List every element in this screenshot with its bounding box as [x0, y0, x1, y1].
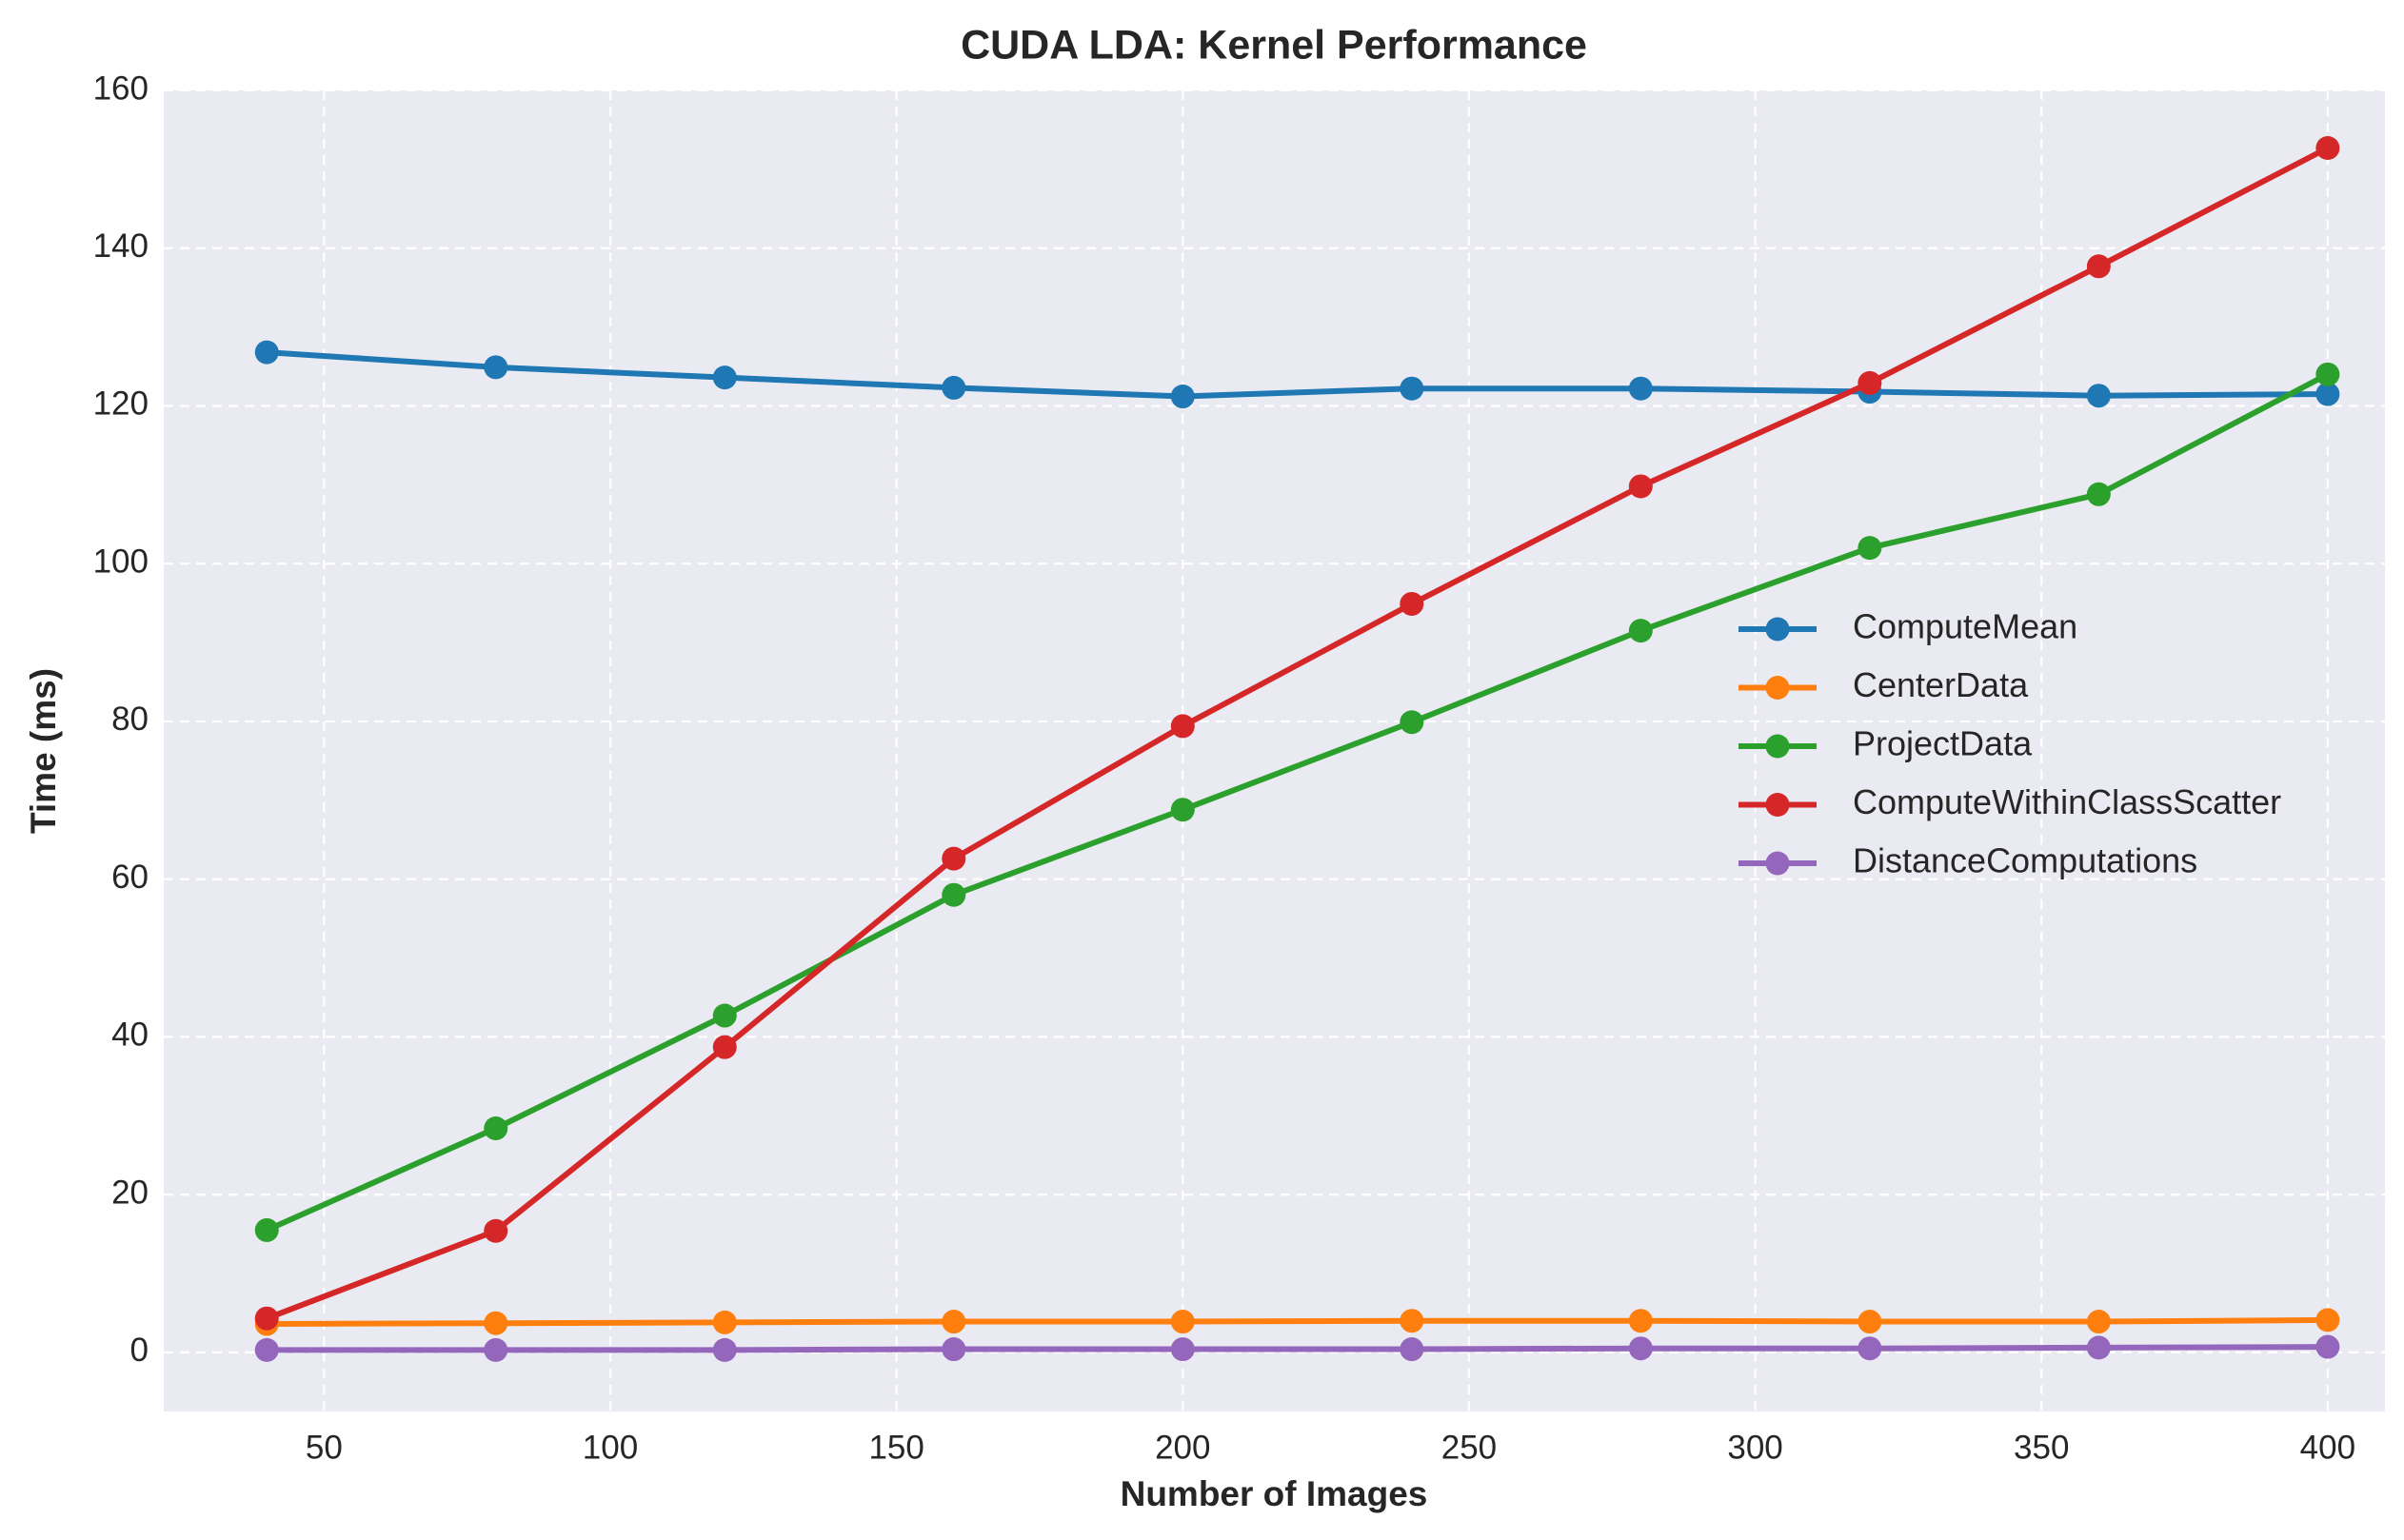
legend-entry: DistanceComputations	[1738, 841, 2197, 880]
legend-marker	[1765, 617, 1790, 642]
y-tick-label: 20	[111, 1174, 149, 1211]
data-point	[1628, 1309, 1653, 1333]
data-point	[712, 1337, 737, 1362]
x-tick-label: 350	[2014, 1429, 2069, 1466]
y-tick-label: 120	[93, 385, 149, 423]
x-tick-label: 250	[1441, 1429, 1497, 1466]
data-point	[712, 1003, 737, 1028]
x-axis-label: Number of Images	[1121, 1474, 1428, 1513]
y-tick-label: 40	[111, 1017, 149, 1054]
data-point	[712, 365, 737, 390]
legend: ComputeMean CenterData ProjectData ComputeW…	[1738, 607, 2281, 880]
data-point	[942, 882, 966, 907]
legend-label: CenterData	[1853, 665, 2029, 704]
data-point	[254, 340, 279, 365]
x-tick-label: 300	[1727, 1429, 1782, 1466]
legend-label: ComputeMean	[1853, 607, 2077, 646]
data-point	[942, 846, 966, 871]
data-point	[942, 1310, 966, 1334]
legend-entry: CenterData	[1738, 665, 2029, 704]
data-point	[1400, 376, 1424, 401]
legend-entry: ComputeMean	[1738, 607, 2077, 646]
y-tick-label: 160	[93, 69, 149, 107]
x-tick-label: 400	[2300, 1429, 2355, 1466]
data-point	[2086, 254, 2111, 279]
y-tick-label: 80	[111, 701, 149, 738]
data-point	[1400, 1309, 1424, 1333]
tick-labels: 50 100 150 200 250 300 350 400 0 20 40 60 80 100 120 14…	[93, 69, 2355, 1466]
data-point	[2315, 1308, 2340, 1333]
data-point	[712, 1035, 737, 1059]
series-compute-within-class-scatter	[254, 135, 2340, 1331]
data-point	[484, 1116, 508, 1141]
data-point	[1170, 1310, 1195, 1334]
data-point	[1628, 474, 1653, 499]
series-line	[264, 371, 2331, 1234]
data-point	[2315, 362, 2340, 386]
legend-label: ProjectData	[1853, 724, 2033, 763]
data-point	[484, 1311, 508, 1335]
data-point	[1628, 619, 1653, 643]
x-tick-label: 50	[306, 1429, 343, 1466]
series-center-data	[254, 1308, 2340, 1336]
series-line	[264, 1344, 2331, 1353]
data-point	[254, 1337, 279, 1362]
series-distance-computations	[254, 1334, 2340, 1362]
data-point	[1858, 370, 1882, 395]
series-project-data	[254, 362, 2340, 1242]
data-point	[1400, 710, 1424, 735]
y-axis-label: Time (ms)	[24, 668, 63, 834]
data-point	[2315, 1334, 2340, 1359]
series-line	[264, 145, 2331, 1322]
y-tick-label: 0	[130, 1332, 149, 1369]
y-tick-label: 140	[93, 227, 149, 265]
data-point	[1858, 1336, 1882, 1361]
data-point	[484, 355, 508, 380]
series-line	[264, 349, 2331, 400]
data-point	[1400, 1337, 1424, 1362]
data-point	[2086, 1310, 2111, 1334]
data-point	[484, 1218, 508, 1243]
data-point	[1628, 1336, 1653, 1361]
y-tick-label: 100	[93, 543, 149, 580]
legend-marker	[1765, 793, 1790, 817]
data-point	[2086, 384, 2111, 408]
data-point	[712, 1310, 737, 1334]
data-point	[2086, 482, 2111, 506]
chart-title: CUDA LDA: Kernel Performance	[961, 22, 1587, 68]
data-point	[1858, 536, 1882, 561]
legend-marker	[1765, 676, 1790, 700]
data-point	[1170, 714, 1195, 739]
data-point	[1170, 1337, 1195, 1362]
data-point	[2315, 382, 2340, 406]
data-point	[1170, 798, 1195, 822]
data-point	[942, 375, 966, 400]
series-line	[264, 1316, 2331, 1327]
y-tick-label: 60	[111, 859, 149, 896]
data-point	[942, 1337, 966, 1362]
data-point	[484, 1337, 508, 1362]
legend-entry: ComputeWithinClassScatter	[1738, 782, 2281, 821]
data-point	[1858, 1310, 1882, 1334]
data-point	[1170, 385, 1195, 409]
series-lines	[254, 135, 2340, 1362]
legend-entry: ProjectData	[1738, 724, 2033, 763]
legend-marker	[1765, 734, 1790, 759]
data-point	[254, 1306, 279, 1331]
legend-label: DistanceComputations	[1853, 841, 2197, 880]
legend-label: ComputeWithinClassScatter	[1853, 782, 2281, 821]
legend-marker	[1765, 851, 1790, 876]
x-tick-label: 100	[583, 1429, 638, 1466]
x-tick-label: 200	[1155, 1429, 1210, 1466]
data-point	[1400, 591, 1424, 616]
x-tick-label: 150	[868, 1429, 924, 1466]
grid-lines	[164, 89, 2385, 1412]
data-point	[2315, 135, 2340, 160]
data-point	[254, 1217, 279, 1242]
data-point	[2086, 1335, 2111, 1360]
data-point	[1628, 376, 1653, 401]
